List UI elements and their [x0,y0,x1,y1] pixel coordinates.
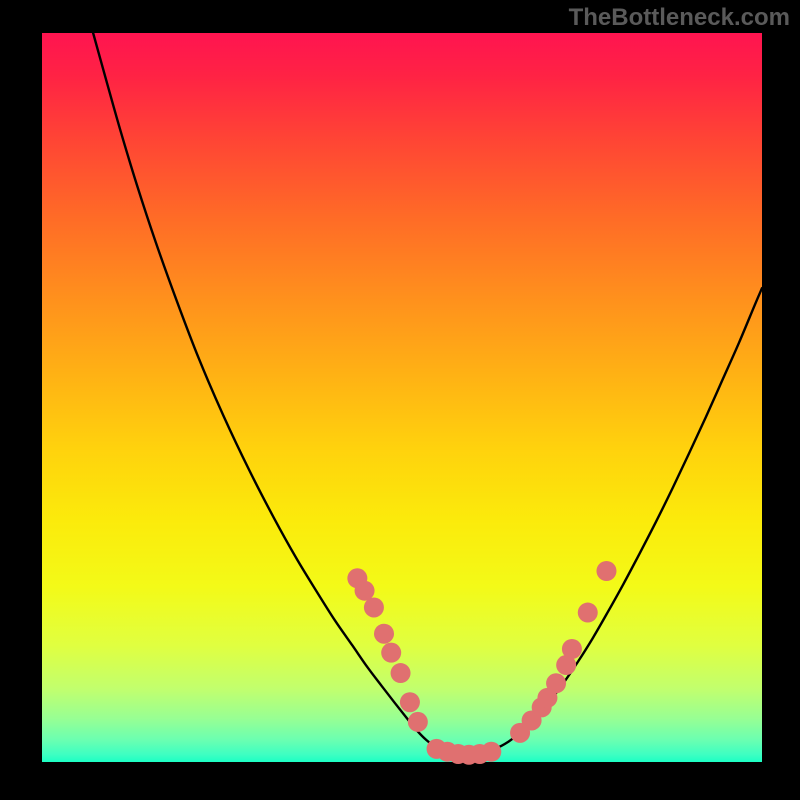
curve-marker [391,663,411,683]
curve-marker [381,643,401,663]
curve-marker [364,597,384,617]
chart-overlay-svg [0,0,800,800]
curve-marker [578,603,598,623]
curve-marker [481,742,501,762]
curve-marker [408,712,428,732]
watermark-text: TheBottleneck.com [569,4,790,32]
bottleneck-curve [93,33,762,755]
curve-marker [400,692,420,712]
curve-marker [596,561,616,581]
chart-stage: TheBottleneck.com [0,0,800,800]
curve-marker [355,581,375,601]
curve-marker [562,639,582,659]
curve-marker [374,624,394,644]
curve-marker [546,673,566,693]
